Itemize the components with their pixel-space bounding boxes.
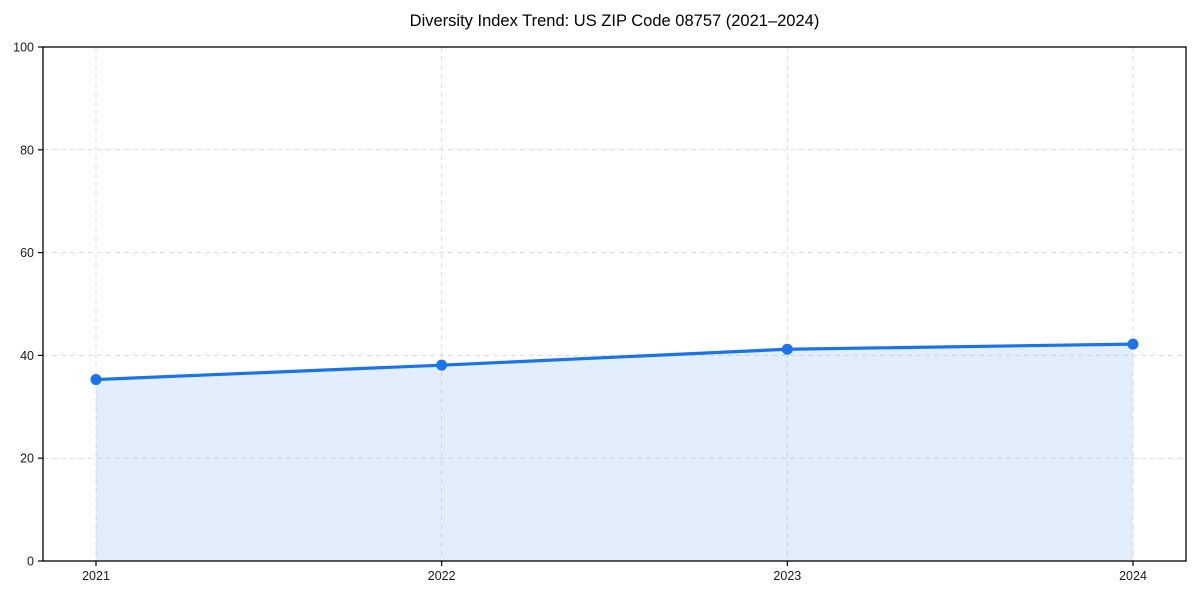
area-fill: [96, 344, 1133, 561]
x-tick-label: 2022: [428, 569, 456, 583]
y-tick-label: 0: [27, 555, 34, 569]
y-tick-label: 100: [13, 41, 34, 55]
y-tick-label: 80: [20, 143, 34, 157]
y-tick-label: 40: [20, 349, 34, 363]
trend-line: [94, 342, 1135, 382]
data-point-marker: [436, 359, 448, 371]
plot-frame: [42, 46, 1187, 562]
data-point-marker: [781, 343, 793, 355]
chart-title: Diversity Index Trend: US ZIP Code 08757…: [409, 12, 820, 30]
x-tick-label: 2024: [1119, 569, 1147, 583]
data-point-marker: [90, 374, 102, 386]
data-point-marker: [1127, 338, 1139, 350]
x-tick-label: 2023: [773, 569, 801, 583]
y-tick-label: 20: [20, 452, 34, 466]
x-tick-label: 2021: [82, 569, 110, 583]
y-tick-label: 60: [20, 246, 34, 260]
